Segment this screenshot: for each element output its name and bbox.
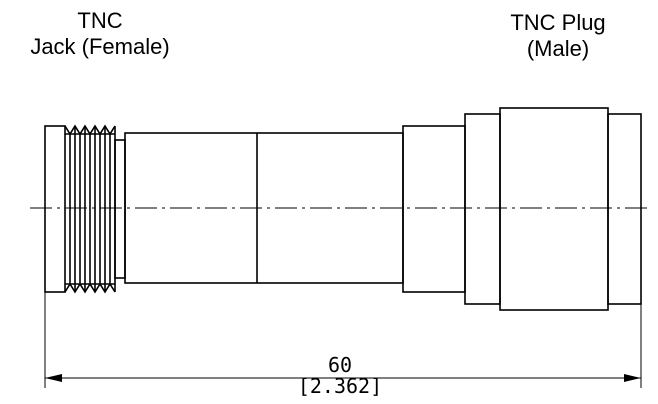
dimension-mm: 60 (327, 353, 353, 377)
jack-label-line2: Jack (Female) (30, 34, 170, 59)
plug-label: TNC Plug (Male) (458, 10, 658, 62)
plug-label-line2: (Male) (526, 36, 590, 61)
dimension-inch: [2.362] (297, 374, 383, 398)
jack-thread-section (44, 124, 126, 294)
jack-label: TNC Jack (Female) (0, 8, 200, 60)
arrow-left-icon (45, 374, 62, 382)
plug-nut-section (464, 107, 642, 311)
collar-section (402, 125, 466, 293)
plug-label-line1: TNC Plug (510, 10, 606, 35)
arrow-right-icon (624, 374, 641, 382)
jack-label-line1: TNC (77, 8, 123, 33)
